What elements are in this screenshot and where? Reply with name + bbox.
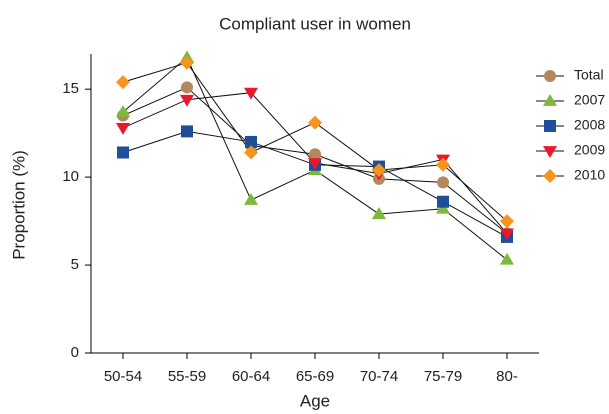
y-tick-label: 15 [62,80,79,97]
legend-marker [543,94,557,106]
x-axis-label: Age [300,391,330,410]
data-point [500,228,514,241]
data-point [372,163,386,178]
x-tick-label: 55-59 [168,368,206,385]
data-point [116,75,130,90]
data-point [500,214,514,229]
data-point [308,158,322,171]
x-tick-label: 60-64 [232,368,270,385]
data-point [308,115,322,130]
data-point [245,135,257,148]
data-point [180,55,194,70]
y-tick-label: 5 [71,256,79,273]
series-line [122,130,508,238]
data-point [244,87,258,100]
data-point [309,148,321,161]
x-tick-label: 65-69 [296,368,334,385]
legend-label: 2009 [574,142,605,158]
data-point [372,207,386,219]
data-point [117,146,129,159]
legend-marker [544,120,556,132]
legend-marker [544,70,556,82]
x-tick-label: 70-74 [360,368,398,385]
data-point [181,125,193,138]
legend-label: 2007 [574,92,605,108]
legend-label: 2008 [574,117,605,133]
y-tick-label: 0 [71,344,79,361]
series-line [122,62,508,222]
x-tick-label: 75-79 [424,368,462,385]
y-axis-label: Proportion (%) [9,150,28,260]
x-tick-label: 80- [496,368,518,385]
data-point [116,105,130,117]
data-point [181,81,193,94]
data-point [116,122,130,135]
legend-label: 2010 [574,167,605,183]
data-point [500,252,514,265]
chart-title: Compliant user in women [219,14,411,33]
legend-marker [543,146,557,158]
legend-marker [543,169,557,183]
x-tick-label: 50-54 [104,368,142,385]
data-point [244,145,258,160]
data-point [180,94,194,107]
data-point [437,195,449,208]
y-tick-label: 10 [62,168,79,185]
data-point [244,192,258,205]
legend-label: Total [574,67,604,83]
data-point [436,157,450,172]
data-point [437,176,449,189]
